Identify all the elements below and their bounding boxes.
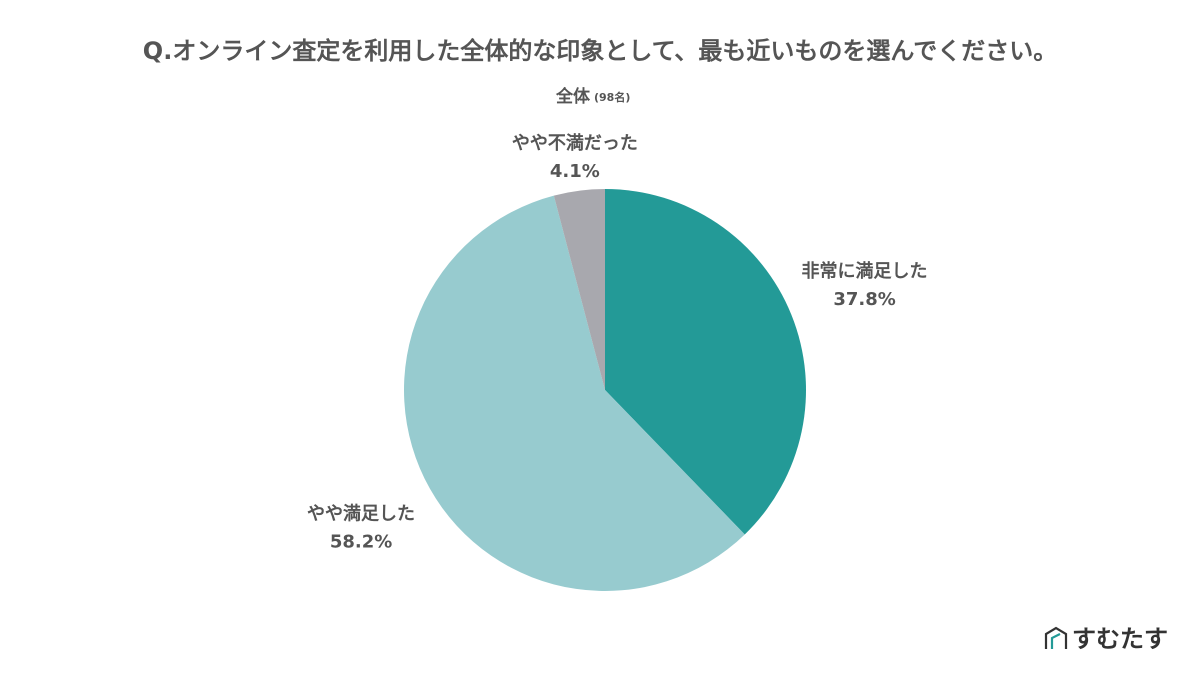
value-label: 4.1% [550,161,600,182]
pie-slice [553,189,605,390]
chart-title: Q.オンライン査定を利用した全体的な印象として、最も近いものを選んでください。 [143,37,1057,65]
logo: すむたす [1072,625,1168,653]
slice-label: やや満足した [307,502,415,524]
chart-subtitle: 全体 [555,86,591,107]
subtitle-note: (98名) [594,90,630,104]
value-label: 37.8% [833,289,895,310]
value-label: 58.2% [330,531,392,552]
slice-label: 非常に満足した [802,260,928,282]
pie-slice [404,195,745,591]
slice-label: やや不満だった [512,132,638,154]
pie-slice [605,189,806,535]
logo-icon [1044,626,1068,649]
